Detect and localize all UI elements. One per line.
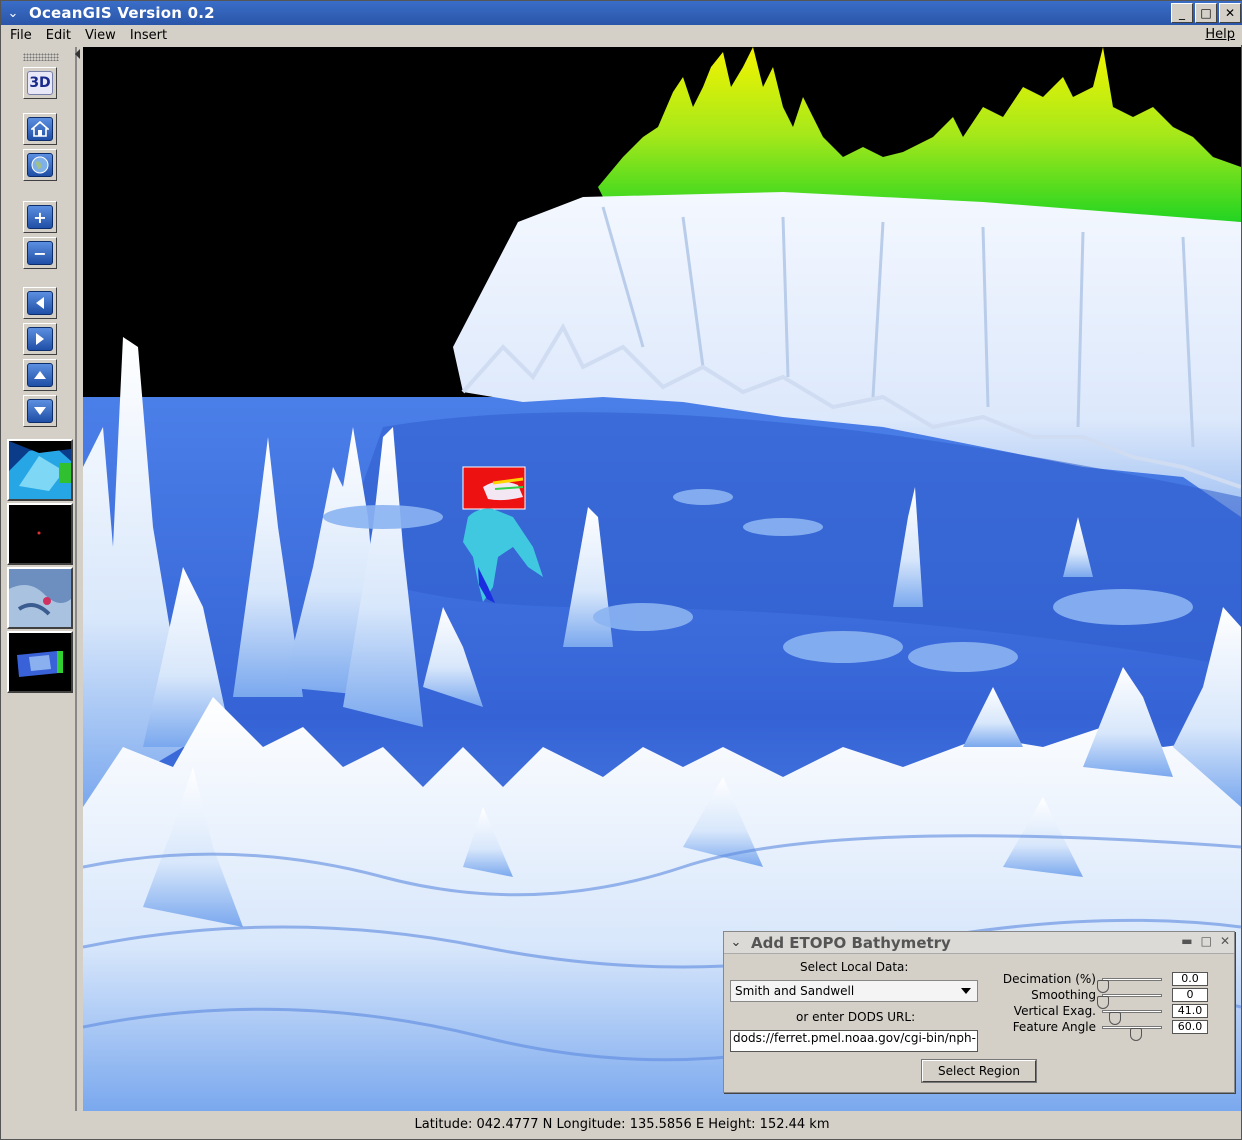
decimation-label: Decimation (%)	[1002, 972, 1096, 986]
home-button[interactable]	[23, 113, 57, 145]
zoom-in-button[interactable]: +	[23, 201, 57, 233]
left-toolbar: 3D + −	[5, 47, 80, 1111]
menu-help[interactable]: Help	[1205, 27, 1235, 42]
smoothing-value[interactable]: 0	[1172, 988, 1208, 1002]
layer-thumbnail-2[interactable]	[7, 503, 73, 565]
vertical-exag-row: Vertical Exag. 41.0	[994, 1004, 1230, 1025]
status-bar: Latitude: 042.4777 N Longitude: 135.5856…	[1, 1113, 1242, 1135]
dialog-minimize-icon[interactable]: ▬	[1181, 934, 1193, 948]
smoothing-row: Smoothing 0	[994, 988, 1230, 1009]
3d-bathymetry-viewport[interactable]	[83, 47, 1241, 1111]
menu-bar: File Edit View Insert Help	[1, 25, 1242, 45]
menu-view[interactable]: View	[84, 27, 116, 43]
feature-angle-knob[interactable]	[1130, 1028, 1142, 1041]
menu-insert[interactable]: Insert	[129, 27, 168, 43]
smoothing-label: Smoothing	[1031, 988, 1096, 1002]
zoom-in-icon: +	[27, 205, 53, 229]
layer-thumbnail-4[interactable]	[7, 631, 73, 693]
window-title: OceanGIS Version 0.2	[29, 4, 215, 22]
decimation-value[interactable]: 0.0	[1172, 972, 1208, 986]
zoom-out-button[interactable]: −	[23, 237, 57, 269]
decimation-row: Decimation (%) 0.0	[994, 972, 1230, 993]
3d-mode-button[interactable]: 3D	[23, 67, 57, 99]
feature-angle-row: Feature Angle 60.0	[994, 1020, 1230, 1041]
layer-thumbnail-3[interactable]	[7, 567, 73, 629]
pan-up-icon	[27, 363, 53, 387]
dods-url-label: or enter DODS URL:	[796, 1010, 916, 1024]
pan-right-icon	[27, 327, 53, 351]
chevron-down-icon	[961, 988, 971, 994]
dialog-title-bar[interactable]: ⌄ Add ETOPO Bathymetry ▬ □ ✕	[724, 932, 1234, 954]
dialog-maximize-icon[interactable]: □	[1200, 934, 1212, 948]
3d-mode-label: 3D	[27, 71, 53, 95]
layer-thumbnail-1[interactable]	[7, 439, 73, 501]
maximize-button[interactable]: □	[1195, 3, 1217, 23]
feature-angle-label: Feature Angle	[1012, 1020, 1096, 1034]
dods-url-input[interactable]: dods://ferret.pmel.noaa.gov/cgi-bin/nph-	[730, 1030, 978, 1052]
pan-up-button[interactable]	[23, 359, 57, 391]
select-local-label: Select Local Data:	[800, 960, 909, 974]
vertical-exag-label: Vertical Exag.	[1013, 1004, 1096, 1018]
menu-file[interactable]: File	[10, 27, 32, 43]
smoothing-knob[interactable]	[1097, 996, 1109, 1009]
local-data-dropdown[interactable]: Smith and Sandwell	[730, 980, 978, 1002]
pan-right-button[interactable]	[23, 323, 57, 355]
dialog-title: Add ETOPO Bathymetry	[751, 933, 951, 952]
vertical-exag-knob[interactable]	[1109, 1012, 1121, 1025]
menu-edit[interactable]: Edit	[45, 27, 71, 43]
smoothing-slider[interactable]	[1097, 994, 1162, 1009]
minimize-button[interactable]: _	[1171, 3, 1193, 23]
select-region-button[interactable]: Select Region	[921, 1059, 1037, 1083]
pan-down-icon	[27, 399, 53, 423]
zoom-out-icon: −	[27, 241, 53, 265]
coordinate-readout: Latitude: 042.4777 N Longitude: 135.5856…	[414, 1116, 830, 1132]
home-icon	[27, 117, 53, 141]
globe-button[interactable]	[23, 149, 57, 181]
terrain-render	[83, 47, 1241, 1111]
pan-left-button[interactable]	[23, 287, 57, 319]
feature-angle-value[interactable]: 60.0	[1172, 1020, 1208, 1034]
selected-dataset: Smith and Sandwell	[735, 984, 855, 998]
dialog-close-icon[interactable]: ✕	[1219, 934, 1230, 948]
vertical-exag-slider[interactable]	[1102, 1010, 1162, 1025]
close-button[interactable]: ✕	[1219, 3, 1241, 23]
title-bar[interactable]: ⌄ OceanGIS Version 0.2 _ □ ✕	[1, 1, 1242, 25]
globe-icon	[27, 153, 53, 177]
vertical-exag-value[interactable]: 41.0	[1172, 1004, 1208, 1018]
add-etopo-dialog: ⌄ Add ETOPO Bathymetry ▬ □ ✕ Select Loca…	[723, 931, 1235, 1093]
toolbar-collapse-icon[interactable]	[75, 49, 80, 59]
decimation-slider[interactable]	[1097, 978, 1162, 993]
feature-angle-slider[interactable]	[1102, 1026, 1162, 1041]
decimation-knob[interactable]	[1097, 980, 1109, 993]
dialog-menu-icon[interactable]: ⌄	[730, 935, 742, 950]
pan-left-icon	[27, 291, 53, 315]
pan-down-button[interactable]	[23, 395, 57, 427]
toolbar-grip[interactable]	[23, 53, 59, 61]
window-menu-icon[interactable]: ⌄	[7, 5, 19, 21]
